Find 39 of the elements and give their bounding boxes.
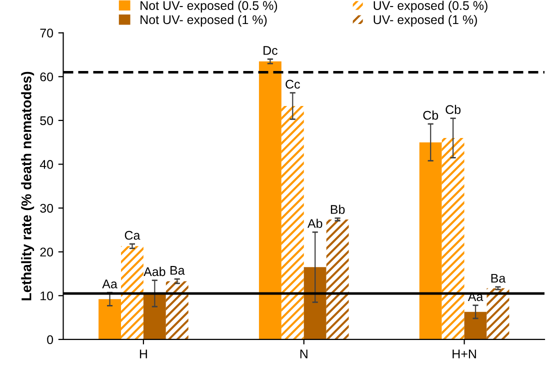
y-tick-label: 20 (40, 248, 54, 256)
y-tick-label: 40 (40, 160, 54, 169)
data-label: Aa (102, 280, 118, 288)
data-label: Cb (423, 110, 438, 120)
bar (258, 61, 282, 340)
legend-label: Not UV- exposed (1 %) (140, 14, 267, 27)
legend-label: UV- exposed (0.5 %) (374, 0, 488, 12)
bar (166, 281, 188, 340)
data-label: Dc (264, 46, 278, 55)
data-label: Ba (170, 266, 185, 275)
y-tick-label: 60 (40, 72, 54, 82)
bar (326, 219, 349, 340)
legend-label: UV- exposed (1 %) (374, 14, 477, 27)
legend-label: Not UV- exposed (0.5 %) (140, 0, 278, 12)
x-tick-label: H (140, 350, 147, 358)
bar (304, 267, 326, 340)
data-label: Aab (144, 266, 166, 276)
x-tick-label: N (300, 350, 308, 358)
y-tick-label: 10 (40, 291, 54, 300)
data-label: Bb (330, 204, 345, 214)
data-label: Cb (446, 104, 461, 114)
bar (281, 106, 304, 340)
y-tick-label: 70 (40, 28, 54, 38)
data-label: Ba (491, 274, 506, 283)
bar (442, 138, 464, 340)
y-tick-label: 0 (47, 335, 54, 344)
data-label: Cc (286, 80, 300, 89)
bar (98, 299, 121, 340)
bar (143, 293, 166, 340)
bar (464, 312, 487, 340)
bar (121, 246, 144, 340)
bar (419, 142, 442, 340)
data-label: Ab (307, 218, 322, 228)
y-axis-title: Lethality rate (% death nematodes) (21, 72, 34, 300)
y-tick-label: 30 (40, 204, 54, 213)
x-tick-label: H+N (452, 350, 476, 358)
data-label: Ca (124, 230, 140, 240)
bar (486, 288, 510, 340)
y-tick-label: 50 (40, 116, 54, 126)
